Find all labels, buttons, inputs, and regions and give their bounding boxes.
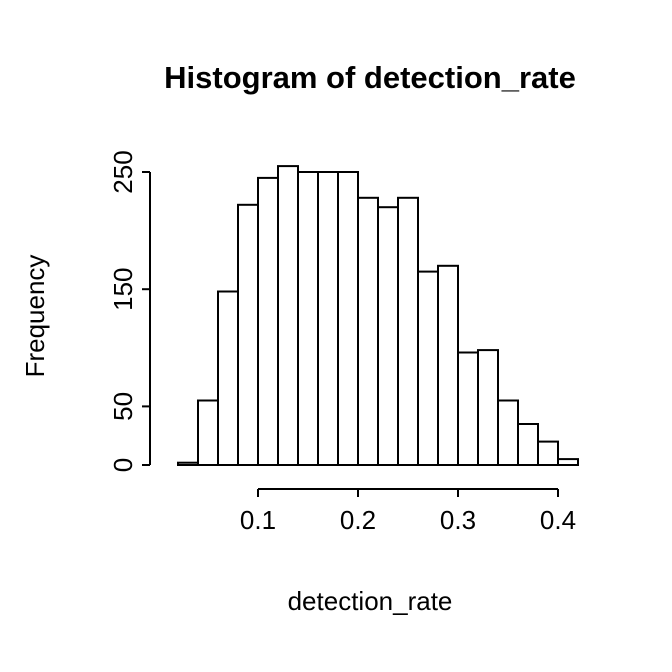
histogram-bar [257, 176, 279, 466]
plot-title: Histogram of detection_rate [164, 60, 576, 95]
y-axis-label: Frequency [20, 255, 50, 378]
axes: 0 50 150 250 0.1 0.2 0.3 0.4 [108, 150, 576, 535]
histogram-bar [317, 171, 339, 466]
histogram-bar [337, 171, 359, 466]
histogram-bars [177, 165, 579, 467]
histogram-bar [357, 196, 379, 467]
histogram-bar [497, 399, 519, 466]
x-tick-label: 0.2 [340, 505, 376, 535]
histogram-bar [517, 423, 539, 466]
x-axis-label: detection_rate [288, 586, 453, 616]
histogram-bar [537, 440, 559, 467]
histogram-bar [477, 349, 499, 467]
y-tick-label: 0 [108, 458, 138, 472]
histogram-bar [437, 264, 459, 466]
x-tick-label: 0.1 [240, 505, 276, 535]
x-tick-label: 0.3 [440, 505, 476, 535]
histogram-bar [297, 171, 319, 466]
y-tick-label: 250 [108, 150, 138, 193]
histogram-bar [277, 165, 299, 466]
histogram-bar [557, 458, 579, 467]
histogram-bar [457, 351, 479, 466]
histogram-bar [237, 203, 259, 467]
y-tick-label: 50 [108, 392, 138, 421]
x-tick-label: 0.4 [540, 505, 576, 535]
histogram-bar [377, 206, 399, 466]
histogram-bar [177, 461, 199, 467]
y-tick-label: 150 [108, 268, 138, 311]
histogram-bar [397, 196, 419, 467]
histogram-bar [197, 399, 219, 466]
histogram-bar [417, 270, 439, 466]
histogram-bar [217, 290, 239, 466]
